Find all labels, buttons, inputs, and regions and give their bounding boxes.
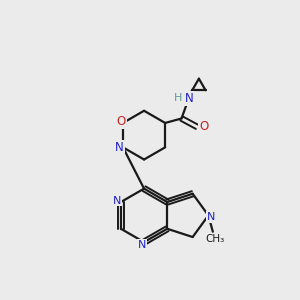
Text: CH₃: CH₃ bbox=[206, 234, 225, 244]
Text: H: H bbox=[174, 93, 182, 103]
Text: O: O bbox=[199, 120, 208, 133]
Text: N: N bbox=[207, 212, 215, 222]
Text: N: N bbox=[185, 92, 194, 105]
Text: O: O bbox=[117, 115, 126, 128]
Text: N: N bbox=[137, 239, 146, 250]
Text: N: N bbox=[115, 141, 124, 154]
Text: N: N bbox=[113, 196, 122, 206]
